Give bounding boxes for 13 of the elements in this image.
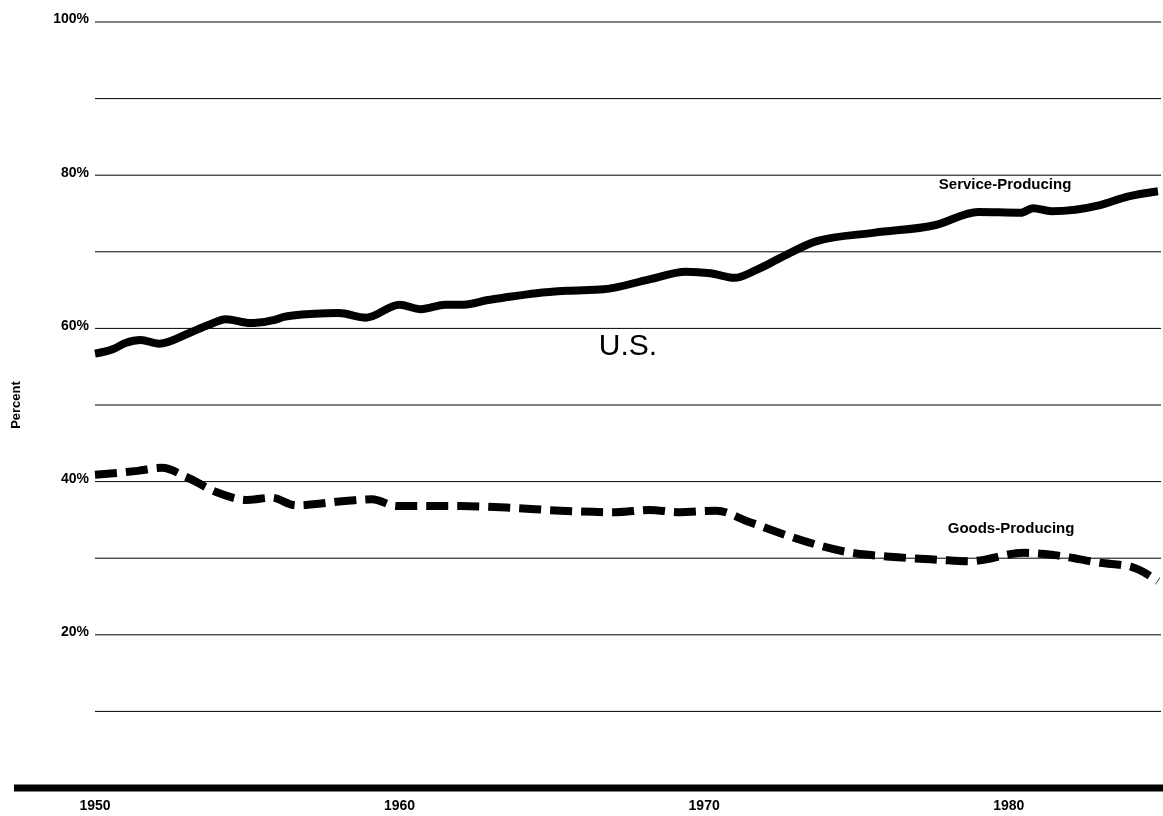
x-tick-label: 1970 bbox=[688, 797, 720, 813]
series-label: Service-Producing bbox=[938, 175, 1072, 193]
x-tick-label: 1950 bbox=[79, 797, 111, 813]
y-tick-label: 40% bbox=[60, 470, 90, 486]
y-axis-title: Percent bbox=[8, 380, 23, 429]
y-tick-label: 20% bbox=[60, 623, 90, 640]
x-tick-label: 1980 bbox=[993, 797, 1025, 813]
y-tick-label: 80% bbox=[60, 163, 90, 180]
annotation: U.S. bbox=[598, 328, 658, 362]
series-label: Goods-Producing bbox=[947, 519, 1075, 537]
y-tick-label: 60% bbox=[60, 316, 90, 333]
y-tick-label: 100% bbox=[53, 10, 90, 27]
x-tick-label: 1960 bbox=[383, 797, 416, 813]
